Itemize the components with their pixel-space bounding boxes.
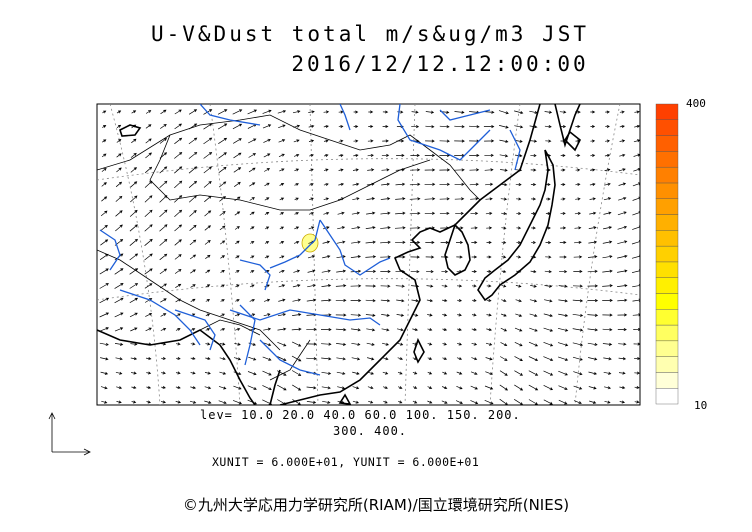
colorbar-segment (655, 151, 679, 168)
colorbar-segment (655, 103, 679, 120)
copyright-notice: ©九州大学応用力学研究所(RIAM)/国立環境研究所(NIES) (182, 496, 570, 514)
colorbar-segment (655, 182, 679, 199)
levels-line-1: lev= 10.0 20.0 40.0 60.0 100. 150. 200. (200, 408, 521, 422)
colorbar-segment (655, 135, 679, 152)
dust-colorbar (655, 103, 679, 405)
map-frame (96, 103, 641, 406)
colorbar-segment (655, 356, 679, 373)
borders (97, 114, 481, 381)
unit-vector-reference (48, 412, 91, 456)
colorbar-max-label: 400 (686, 97, 706, 110)
colorbar-segment (655, 388, 679, 405)
rivers (99, 104, 521, 376)
graticule (97, 104, 640, 405)
colorbar-segment (655, 245, 679, 263)
colorbar-segment (655, 324, 679, 342)
colorbar-segment (655, 277, 679, 294)
colorbar-min-label: 10 (694, 399, 708, 412)
colorbar-segment (655, 340, 679, 357)
colorbar-segment (655, 230, 679, 247)
colorbar-segment (655, 372, 679, 389)
colorbar-segment (655, 119, 679, 136)
levels-line-2: 300. 400. (333, 424, 408, 438)
colorbar-segment (655, 214, 679, 231)
colorbar-segment (655, 309, 679, 326)
title-line-2-datetime: 2016/12/12.12:00:00 (291, 52, 589, 76)
title-line-1: U-V&Dust total m/s&ug/m3 JST (150, 22, 589, 46)
colorbar-segment (655, 293, 679, 310)
colorbar-segment (655, 261, 679, 278)
colorbar-segment (655, 198, 679, 215)
colorbar-segment (655, 166, 679, 184)
unit-scale-text: XUNIT = 6.000E+01, YUNIT = 6.000E+01 (212, 455, 480, 469)
